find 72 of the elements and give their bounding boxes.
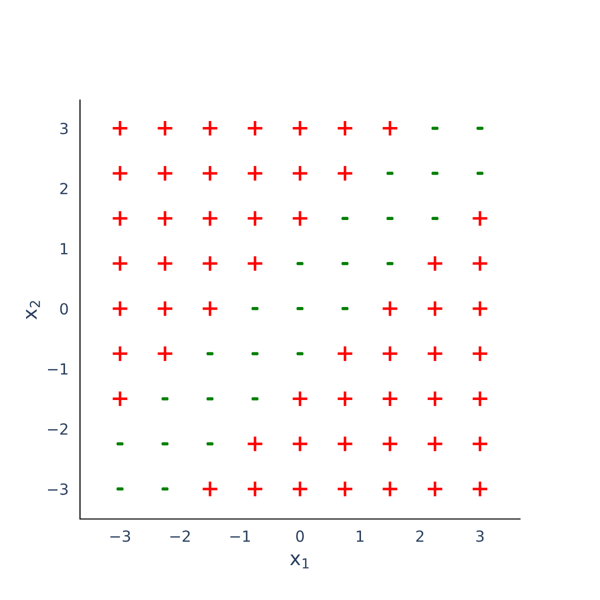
point bbox=[291, 210, 309, 227]
y-tick-label: −3 bbox=[48, 483, 68, 495]
y-tick-label: 2 bbox=[60, 182, 68, 194]
point bbox=[471, 254, 489, 272]
y-tick-label: −1 bbox=[48, 363, 68, 375]
y-axis-title: x$_{2}$ bbox=[26, 301, 40, 320]
point bbox=[336, 120, 354, 137]
point bbox=[291, 435, 309, 452]
point bbox=[426, 254, 444, 272]
point bbox=[426, 435, 444, 452]
point bbox=[381, 480, 399, 498]
point bbox=[336, 480, 354, 498]
y-tick-label: 3 bbox=[60, 122, 68, 134]
point bbox=[426, 345, 444, 362]
point bbox=[336, 345, 354, 362]
x-tick-label: −3 bbox=[110, 530, 130, 542]
point bbox=[426, 300, 444, 318]
y-tick-label: 1 bbox=[60, 243, 68, 254]
point bbox=[246, 164, 264, 182]
x-tick-label: −1 bbox=[230, 530, 250, 542]
point bbox=[381, 435, 399, 452]
y-tick-label: −2 bbox=[48, 423, 68, 435]
x-tick-label: 3 bbox=[476, 530, 484, 542]
point bbox=[246, 435, 264, 452]
point bbox=[291, 480, 309, 498]
point bbox=[201, 164, 219, 182]
point bbox=[156, 210, 174, 227]
point bbox=[291, 120, 309, 137]
point bbox=[471, 435, 489, 452]
point bbox=[426, 480, 444, 498]
y-tick-label: 0 bbox=[60, 303, 68, 315]
point bbox=[111, 254, 129, 272]
x-tick-label: 0 bbox=[296, 530, 304, 542]
point bbox=[471, 300, 489, 318]
point bbox=[471, 210, 489, 227]
point bbox=[471, 480, 489, 498]
x-axis-title: x$_{1}$ bbox=[290, 554, 309, 568]
point bbox=[201, 300, 219, 318]
point bbox=[381, 390, 399, 408]
point bbox=[111, 210, 129, 227]
point bbox=[156, 300, 174, 318]
point bbox=[156, 254, 174, 272]
point bbox=[246, 480, 264, 498]
point bbox=[111, 164, 129, 182]
point bbox=[156, 345, 174, 362]
point bbox=[201, 210, 219, 227]
point bbox=[426, 390, 444, 408]
point bbox=[201, 480, 219, 498]
point bbox=[336, 390, 354, 408]
point bbox=[291, 164, 309, 182]
point bbox=[246, 254, 264, 272]
x-tick-label: 1 bbox=[356, 530, 364, 542]
x-tick-label: −2 bbox=[170, 530, 190, 542]
point bbox=[111, 390, 129, 408]
point bbox=[381, 345, 399, 362]
point bbox=[156, 164, 174, 182]
point bbox=[246, 120, 264, 137]
x-tick-label: 2 bbox=[416, 530, 424, 542]
point bbox=[381, 300, 399, 318]
point bbox=[111, 120, 129, 137]
point bbox=[471, 390, 489, 408]
point bbox=[111, 300, 129, 318]
point bbox=[111, 345, 129, 362]
point bbox=[381, 120, 399, 137]
point bbox=[471, 345, 489, 362]
point bbox=[156, 120, 174, 137]
point bbox=[291, 390, 309, 408]
point bbox=[336, 164, 354, 182]
point bbox=[336, 435, 354, 452]
point bbox=[201, 120, 219, 137]
point bbox=[201, 254, 219, 272]
point bbox=[246, 210, 264, 227]
